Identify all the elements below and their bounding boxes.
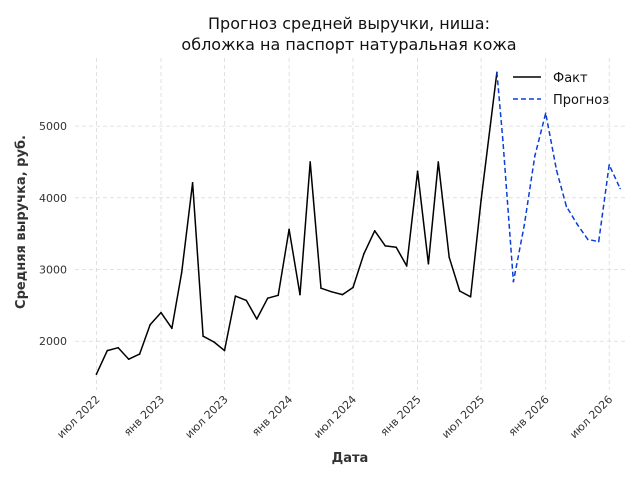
data-point [352,286,354,289]
x-tick-label: июл 2024 [311,393,359,441]
grid-lines [75,58,625,390]
data-point [512,280,515,283]
data-point [266,297,269,300]
chart-title-line-2: обложка на паспорт натуральная кожа [181,35,516,54]
data-point [95,373,98,376]
data-point [565,205,568,208]
data-point [330,290,333,293]
data-point [245,299,248,302]
data-point [469,295,472,298]
data-point [202,335,204,338]
x-axis-ticks: июл 2022 янв 2023 июл 2023 янв 2024 июл 2024… [54,393,615,441]
data-point [437,161,440,163]
data-point [171,327,173,330]
x-tick-label: июл 2022 [54,393,102,441]
data-point [502,139,504,142]
data-point [256,318,258,320]
data-point [496,71,498,74]
data-point [544,112,547,115]
series-lines [95,71,621,376]
data-point [288,228,290,231]
data-point [149,323,151,326]
x-tick-label: июл 2026 [567,393,615,441]
data-point [373,230,376,232]
data-point [597,240,600,243]
data-point [191,181,194,184]
data-point [427,262,430,265]
data-point [213,341,215,343]
x-tick-label: янв 2026 [506,393,552,439]
data-point [416,170,419,173]
x-tick-label: июл 2025 [439,393,487,441]
data-point [320,287,322,289]
x-axis-label: Дата [332,451,369,466]
data-point [363,252,365,255]
legend: Факт Прогноз [513,71,609,108]
y-tick-label: 5000 [39,120,67,133]
y-tick-label: 3000 [39,264,67,277]
data-point [405,265,408,267]
data-point [555,169,558,172]
series-line-fact [95,72,498,375]
x-tick-label: июл 2023 [183,393,231,441]
data-point [480,199,482,201]
data-point [309,161,311,163]
data-point [533,155,536,158]
data-point [234,295,237,297]
data-point [395,246,397,249]
data-point [180,271,183,274]
data-point [619,187,621,190]
chart-title-line-1: Прогноз средней выручки, ниша: [208,14,490,33]
legend-label: Прогноз [553,93,609,108]
data-point [299,293,301,296]
data-point [106,349,109,352]
y-tick-label: 4000 [39,192,67,205]
data-point [138,353,141,355]
data-point [608,164,611,166]
y-axis-ticks: 2000 3000 4000 5000 [39,120,67,348]
y-axis-label: Средняя выручка, руб. [14,135,29,309]
data-point [160,311,162,314]
data-point [127,358,130,360]
data-point [223,349,226,352]
data-point [576,223,579,226]
x-tick-label: янв 2023 [121,393,167,439]
legend-label: Факт [553,71,588,86]
data-point [384,245,387,247]
data-point [117,346,119,349]
data-point [458,290,461,292]
data-point [523,224,526,226]
data-point [341,293,344,296]
chart-title: Прогноз средней выручки, ниша: обложка н… [181,14,516,54]
y-tick-label: 2000 [39,335,67,348]
x-tick-label: янв 2025 [378,393,424,439]
data-point [586,238,589,241]
x-tick-label: янв 2024 [249,393,295,439]
data-point [448,256,450,259]
data-point [277,294,280,297]
